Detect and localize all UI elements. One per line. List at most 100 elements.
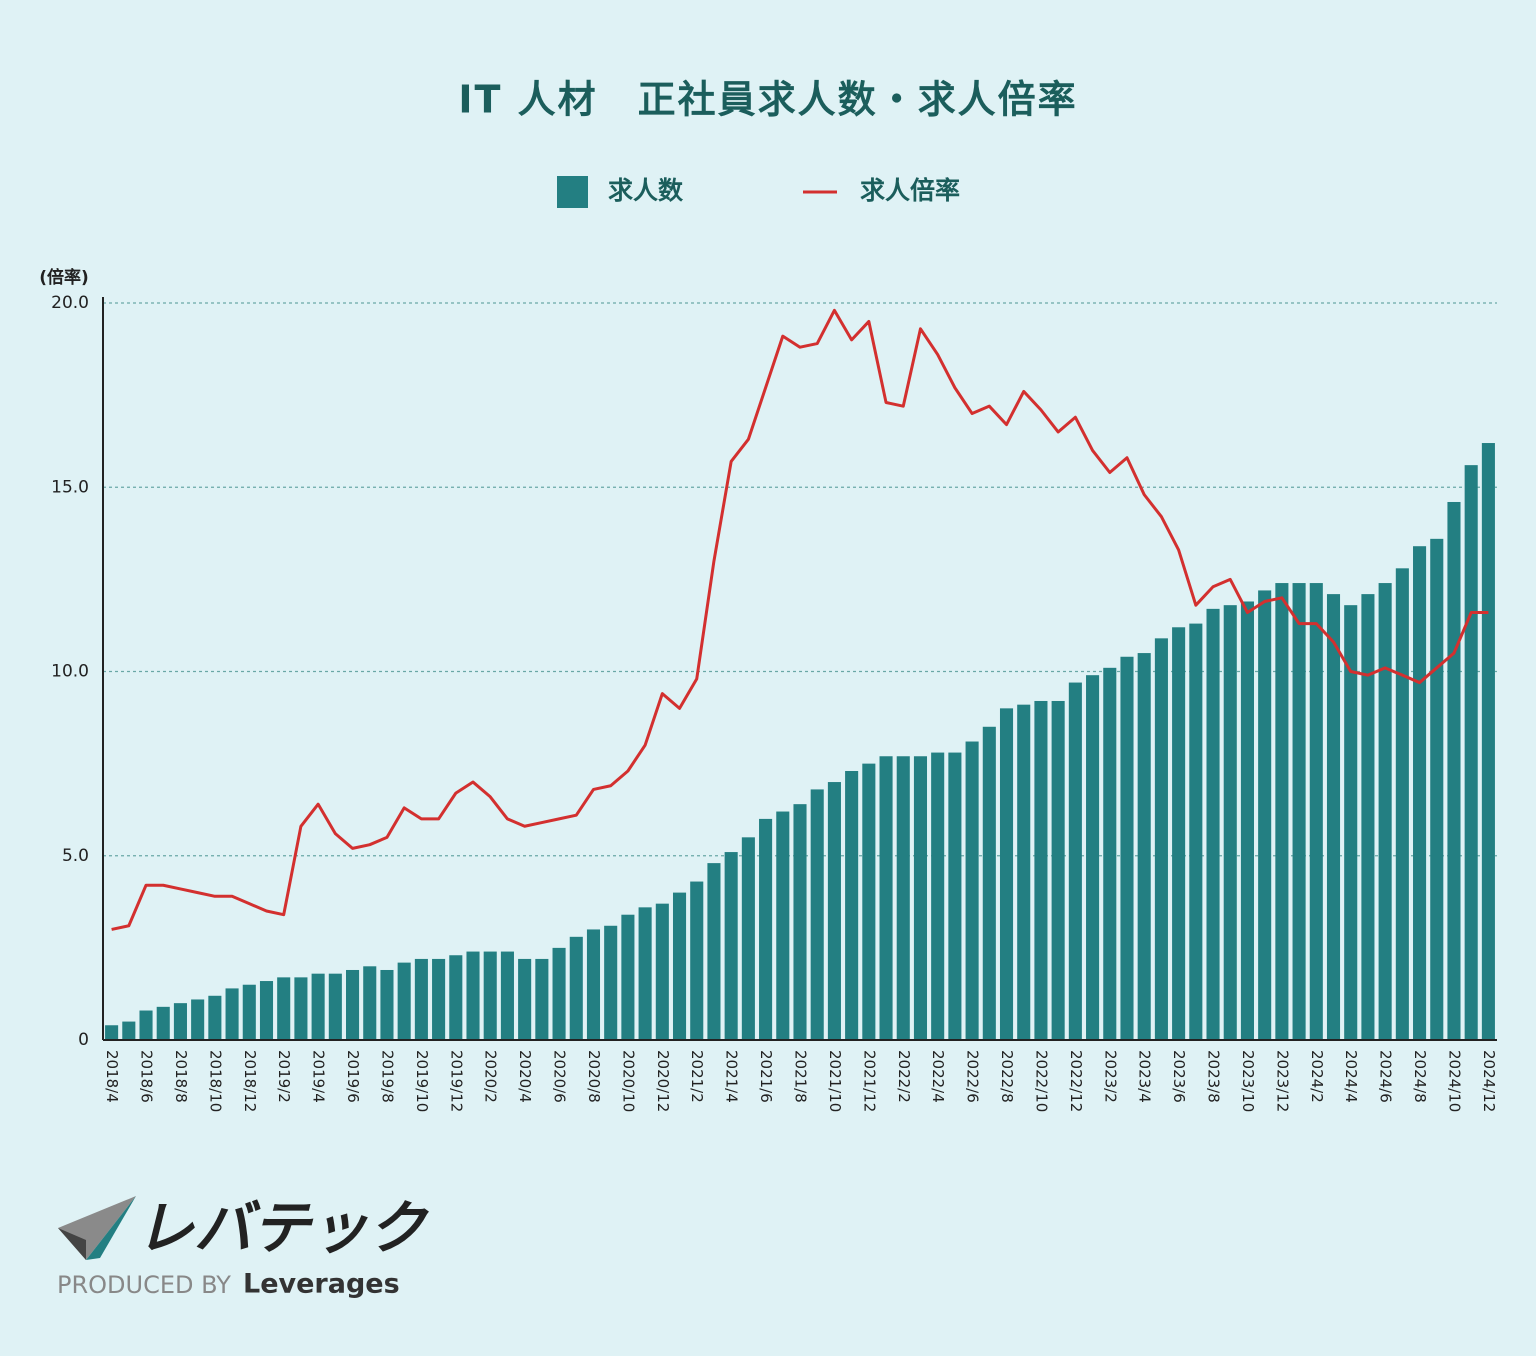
x-tick-label: 2021/6 [757, 1050, 775, 1103]
bar [810, 789, 824, 1040]
bar [242, 984, 256, 1040]
bar [1068, 682, 1082, 1040]
x-tick-label: 2019/8 [378, 1050, 396, 1103]
x-tick-label: 2023/4 [1136, 1050, 1154, 1103]
x-tick-label: 2024/12 [1480, 1050, 1498, 1112]
bar [1275, 583, 1289, 1040]
y-tick-label: 10.0 [51, 662, 89, 682]
bar [552, 947, 566, 1040]
bar [1051, 700, 1065, 1040]
bar [845, 770, 859, 1040]
x-tick-label: 2021/4 [723, 1050, 741, 1103]
x-tick-label: 2022/8 [998, 1050, 1016, 1103]
bar [1309, 583, 1323, 1040]
bar [191, 999, 205, 1040]
x-tick-label: 2019/12 [447, 1050, 465, 1112]
bar [569, 936, 583, 1040]
logo-icon [58, 1228, 86, 1260]
x-tick-label: 2018/4 [103, 1050, 121, 1103]
bar [1344, 605, 1358, 1040]
x-tick-label: 2019/10 [413, 1050, 431, 1112]
legend-label: 求人倍率 [860, 176, 960, 205]
x-tick-label: 2022/6 [964, 1050, 982, 1103]
x-tick-label: 2021/12 [860, 1050, 878, 1112]
bar [1361, 594, 1375, 1040]
bar [466, 951, 480, 1040]
logo-produced-by: PRODUCED BY [57, 1271, 231, 1299]
x-tick-label: 2024/2 [1308, 1050, 1326, 1103]
x-tick-label: 2023/6 [1170, 1050, 1188, 1103]
bar [793, 804, 807, 1040]
x-tick-label: 2022/2 [895, 1050, 913, 1103]
x-tick-label: 2020/2 [482, 1050, 500, 1103]
x-tick-label: 2020/6 [551, 1050, 569, 1103]
x-tick-label: 2022/4 [929, 1050, 947, 1103]
bar [776, 811, 790, 1040]
bar [311, 973, 325, 1040]
bar [672, 892, 687, 1040]
bar [208, 995, 222, 1040]
bar [1154, 638, 1168, 1040]
bar [500, 951, 514, 1040]
bar [862, 763, 876, 1040]
bar [1430, 538, 1444, 1040]
bar [586, 929, 601, 1040]
bar [1017, 704, 1031, 1040]
bar [896, 756, 910, 1040]
bar [741, 837, 755, 1040]
bar [156, 1006, 170, 1040]
bar [294, 977, 308, 1040]
bar [621, 914, 635, 1040]
x-tick-label: 2024/6 [1377, 1050, 1395, 1103]
bar [724, 852, 738, 1040]
bar [1258, 590, 1272, 1040]
bar [1120, 656, 1134, 1040]
bar [432, 958, 446, 1040]
bar [1447, 501, 1461, 1040]
bar [1172, 627, 1186, 1040]
x-tick-label: 2022/12 [1067, 1050, 1085, 1112]
bar [1086, 675, 1100, 1040]
bar [690, 881, 704, 1040]
bar [363, 966, 377, 1040]
bar [1292, 583, 1306, 1040]
logo: レバテック PRODUCED BY Leverages [57, 1194, 429, 1299]
bar [1240, 601, 1254, 1040]
x-tick-label: 2024/8 [1411, 1050, 1429, 1103]
x-tick-label: 2023/2 [1101, 1050, 1119, 1103]
bar [1464, 465, 1478, 1040]
bar [397, 962, 411, 1040]
bar [139, 1010, 153, 1040]
bar [1326, 594, 1341, 1040]
x-tick-label: 2018/6 [138, 1050, 156, 1103]
bar [1103, 667, 1117, 1040]
line [111, 308, 1489, 931]
bar [173, 1003, 187, 1040]
x-tick-label: 2019/2 [275, 1050, 293, 1103]
bar [380, 969, 394, 1040]
bar [965, 741, 979, 1040]
bar [638, 907, 652, 1040]
bar [948, 752, 962, 1040]
y-tick-label: 20.0 [51, 293, 89, 313]
logo-brand: Leverages [243, 1269, 400, 1300]
logo-name: レバテック [136, 1194, 429, 1262]
x-tick-label: 2020/8 [585, 1050, 603, 1103]
x-tick-label: 2021/2 [688, 1050, 706, 1103]
bar [707, 863, 721, 1040]
bar [999, 708, 1014, 1040]
bar [449, 955, 463, 1040]
x-tick-label: 2018/10 [206, 1050, 224, 1112]
bar [1413, 546, 1427, 1040]
x-tick-label: 2023/12 [1273, 1050, 1291, 1112]
bar [122, 1021, 136, 1040]
x-tick-label: 2020/4 [516, 1050, 534, 1103]
bar [1395, 568, 1409, 1040]
bar [535, 958, 549, 1040]
bar [225, 988, 239, 1040]
bar [259, 981, 274, 1040]
bar [1034, 700, 1048, 1040]
x-tick-label: 2020/10 [619, 1050, 637, 1112]
x-tick-label: 2021/10 [826, 1050, 844, 1112]
